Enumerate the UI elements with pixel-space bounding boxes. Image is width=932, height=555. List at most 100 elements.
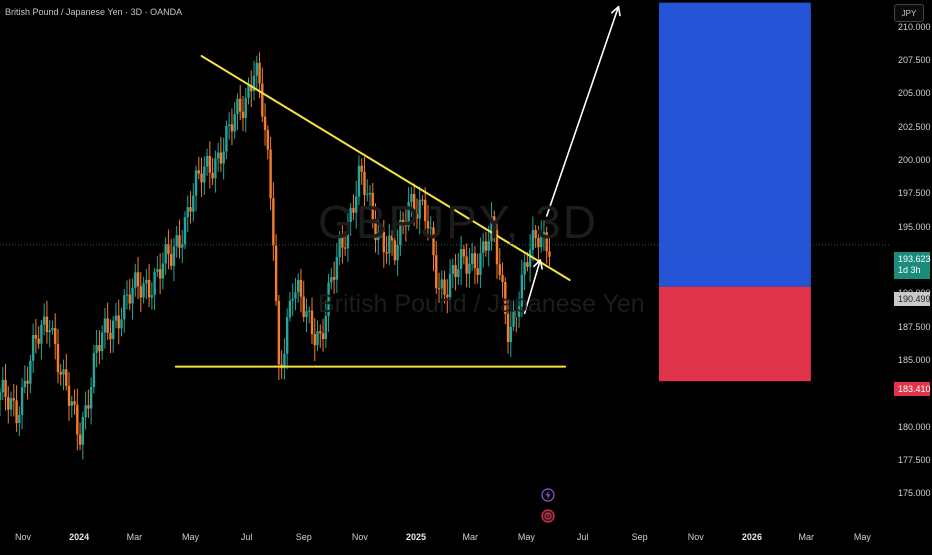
candle-body	[123, 295, 126, 320]
candle-body	[545, 232, 548, 252]
candle-body	[277, 301, 281, 365]
candle-body	[324, 315, 328, 339]
candle-body	[211, 172, 214, 179]
lightning-icon[interactable]	[541, 488, 555, 502]
candle-body	[534, 230, 537, 238]
candle-body	[134, 272, 137, 288]
candle-body	[327, 282, 330, 316]
candle-body	[310, 310, 314, 335]
candle-body	[305, 311, 308, 317]
arrow-large	[545, 5, 620, 217]
candle-body	[266, 129, 270, 150]
candle-body	[465, 256, 468, 274]
candle-body	[451, 265, 455, 274]
candle-body	[131, 287, 134, 304]
candle-body	[106, 318, 109, 333]
candle-body	[62, 369, 65, 375]
candle-body	[29, 360, 32, 384]
candle-body	[20, 387, 24, 415]
candle-body	[498, 264, 501, 275]
candle-body	[31, 335, 35, 361]
candle-body	[404, 223, 408, 227]
candle-body	[319, 331, 322, 334]
candle-body	[186, 207, 189, 218]
candle-body	[219, 152, 223, 164]
candle-body	[112, 320, 115, 340]
x-tick-label: Mar	[126, 532, 143, 542]
candle-body	[448, 273, 452, 298]
candle-body	[360, 165, 363, 172]
candle-body	[87, 405, 90, 409]
arrow-large-head	[611, 5, 621, 17]
candle-body	[0, 392, 2, 400]
candle-body	[515, 310, 518, 317]
candle-body	[470, 253, 474, 264]
candle-body	[78, 434, 82, 445]
drawings-layer	[0, 2, 890, 382]
candle-body	[142, 283, 145, 298]
candle-body	[493, 216, 496, 230]
chart-title[interactable]: British Pound / Japanese Yen · 3D · OAND…	[5, 7, 183, 17]
stop-level-tag: 183.410	[894, 382, 931, 396]
candle-body	[12, 398, 16, 401]
candle-body	[40, 324, 43, 344]
candle-body	[59, 372, 62, 375]
candle-body	[459, 249, 463, 269]
candle-body	[523, 262, 526, 275]
candle-body	[120, 319, 123, 329]
candle-body	[261, 83, 264, 117]
candle-body	[114, 315, 118, 321]
candle-body	[385, 252, 388, 254]
candle-body	[42, 316, 46, 325]
y-tick-label: 197.500	[898, 188, 931, 199]
alert-icon[interactable]	[541, 509, 555, 523]
y-tick-label: 205.000	[898, 88, 931, 99]
candle-body	[7, 397, 10, 410]
candle-body	[255, 62, 258, 76]
candle-body	[407, 201, 410, 227]
candle-body	[125, 294, 129, 296]
x-tick-label: Mar	[798, 532, 814, 542]
currency-button[interactable]: JPY	[894, 4, 924, 22]
candle-body	[216, 152, 220, 159]
candle-body	[164, 244, 167, 264]
y-tick-label: 187.500	[898, 321, 931, 332]
candle-body	[341, 236, 344, 248]
candle-body	[103, 318, 107, 333]
descending-trendline	[200, 55, 571, 281]
candle-body	[366, 194, 369, 196]
candle-body	[18, 414, 21, 424]
candle-body	[208, 155, 212, 173]
candle-body	[495, 229, 499, 265]
candle-body	[288, 300, 292, 318]
candle-body	[34, 335, 38, 339]
candle-body	[484, 241, 488, 251]
x-tick-label: May	[182, 532, 200, 542]
candle-body	[73, 401, 76, 405]
candle-body	[501, 274, 504, 283]
candle-body	[476, 268, 479, 275]
candle-body	[302, 296, 305, 317]
candle-body	[197, 170, 201, 174]
x-tick-label: May	[853, 532, 871, 542]
candle-body	[520, 274, 524, 307]
candle-body	[382, 231, 385, 253]
candle-body	[473, 253, 477, 269]
candle-body	[332, 277, 336, 280]
candle-body	[153, 271, 156, 296]
candle-body	[377, 232, 380, 241]
x-tick-label: Nov	[14, 532, 32, 542]
candle-body	[214, 158, 217, 179]
target-level-tag: 190.499	[894, 292, 931, 306]
candle-body	[343, 247, 347, 249]
candle-body	[399, 219, 402, 246]
candle-body	[95, 345, 98, 353]
profit-zone	[658, 2, 811, 287]
current-price-value: 193.623	[898, 254, 931, 264]
candle-body	[92, 352, 96, 388]
candle-body	[192, 195, 195, 212]
candle-body	[26, 380, 29, 384]
x-tick-label: Sep	[631, 532, 648, 542]
